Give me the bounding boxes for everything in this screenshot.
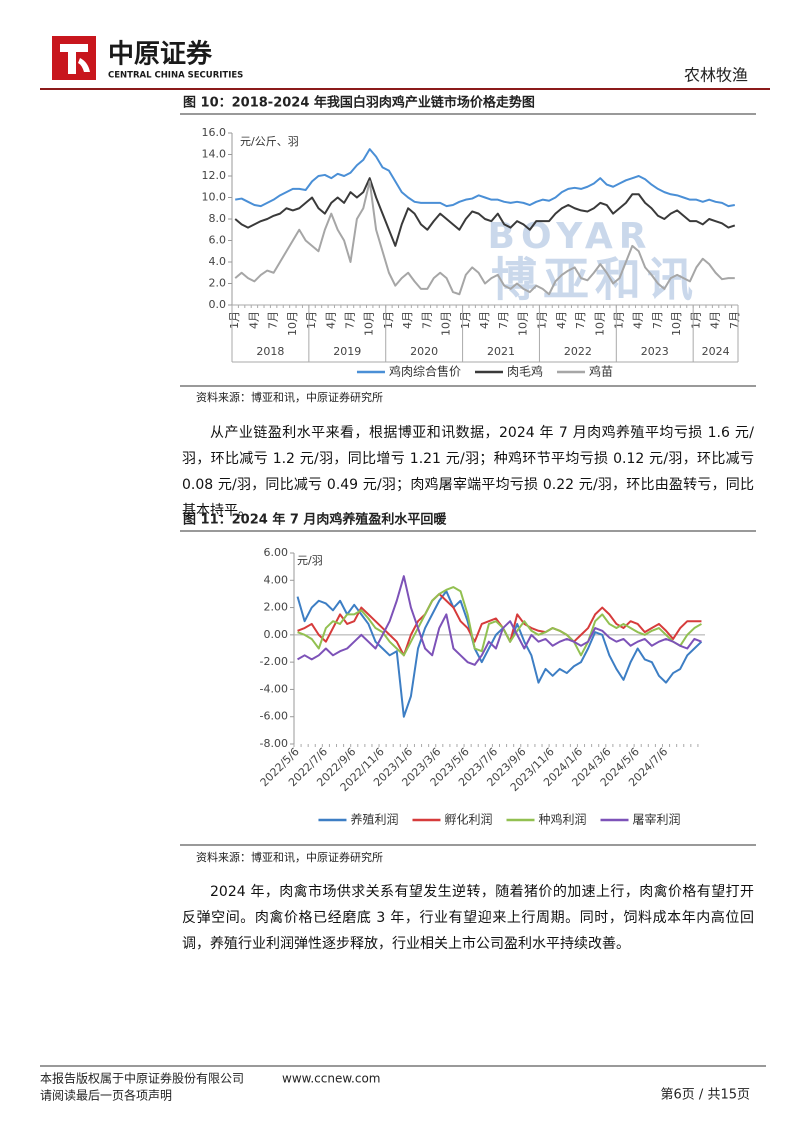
- x-group-label: 2023: [641, 345, 669, 358]
- legend-label: 鸡肉综合售价: [389, 364, 461, 379]
- y-tick-label: 6.00: [264, 546, 289, 559]
- y-tick-label: -4.00: [260, 682, 288, 695]
- y-tick-label: -2.00: [260, 655, 288, 668]
- legend-item: 养殖利润: [318, 812, 398, 827]
- series-line: [234, 177, 736, 247]
- x-tick-label: 7月: [497, 311, 510, 329]
- x-tick-label: 4月: [401, 311, 414, 329]
- logo-icon: [52, 36, 96, 80]
- footer-website: www.ccnew.com: [282, 1072, 381, 1086]
- series-line: [297, 586, 702, 657]
- x-tick-label: 1月: [382, 311, 395, 329]
- x-tick-label: 4月: [247, 311, 260, 329]
- logo-name: 中原证券: [108, 40, 213, 70]
- unit-label: 元/羽: [297, 554, 323, 567]
- y-tick-label: 12.0: [202, 169, 227, 182]
- y-tick-label: -8.00: [260, 737, 288, 750]
- x-tick-label: 4月: [555, 311, 568, 329]
- y-tick-label: 10.0: [202, 191, 227, 204]
- x-tick-label: 10月: [593, 311, 606, 336]
- paragraph: 2024 年，肉禽市场供求关系有望发生逆转，随着猪价的加速上行，肉禽价格有望打开…: [182, 884, 754, 952]
- x-group-label: 2018: [256, 345, 284, 358]
- legend-label: 肉毛鸡: [507, 364, 543, 379]
- logo-subtitle: CENTRAL CHINA SECURITIES: [108, 71, 243, 81]
- legend-label: 屠宰利润: [633, 812, 681, 827]
- y-tick-label: 2.00: [264, 601, 289, 614]
- y-tick-label: 16.0: [202, 126, 227, 139]
- footer-copyright: 本报告版权属于中原证券股份有限公司: [40, 1071, 244, 1086]
- y-tick-label: 4.00: [264, 573, 289, 586]
- x-group-label: 2022: [564, 345, 592, 358]
- x-group-label: 2024: [702, 345, 730, 358]
- x-tick-label: 10月: [516, 311, 529, 336]
- series-line: [234, 180, 735, 296]
- series-line: [297, 575, 702, 666]
- y-tick-label: -6.00: [260, 710, 288, 723]
- x-tick-label: 7月: [343, 311, 356, 329]
- x-tick-label: 1月: [459, 311, 472, 329]
- legend-item: 屠宰利润: [600, 812, 681, 827]
- x-group-label: 2019: [333, 345, 361, 358]
- legend-label: 孵化利润: [444, 813, 492, 827]
- legend-item: 鸡肉综合售价: [356, 364, 461, 379]
- section-name: 农林牧渔: [684, 66, 748, 85]
- figure-title: 图 10：2018-2024 年我国白羽肉鸡产业链市场价格走势图: [183, 95, 535, 111]
- x-tick-label: 10月: [670, 311, 683, 336]
- x-tick-label: 7月: [420, 311, 433, 329]
- y-tick-label: 14.0: [202, 148, 227, 161]
- figure-source: 资料来源：博亚和讯，中原证券研究所: [196, 850, 383, 864]
- watermark: 博亚和讯: [491, 253, 699, 307]
- y-tick-label: 2.0: [209, 277, 227, 290]
- x-tick-label: 10月: [440, 311, 453, 336]
- legend: 鸡肉综合售价 肉毛鸡 鸡苗: [356, 364, 613, 379]
- x-tick-label: 4月: [709, 311, 722, 329]
- x-tick-label: 4月: [632, 311, 645, 329]
- y-tick-label: 8.0: [209, 212, 227, 225]
- y-tick-label: 0.00: [264, 628, 289, 641]
- legend: 养殖利润 孵化利润 种鸡利润 屠宰利润: [318, 812, 681, 827]
- legend-item: 鸡苗: [557, 364, 613, 379]
- y-tick-label: 6.0: [209, 234, 227, 247]
- figure-source: 资料来源：博亚和讯，中原证券研究所: [196, 390, 383, 404]
- legend-item: 种鸡利润: [506, 812, 587, 827]
- x-tick-label: 1月: [689, 311, 702, 329]
- paragraph: 从产业链盈利水平来看，根据博亚和讯数据，2024 年 7 月肉鸡养殖平均亏损 1…: [182, 425, 754, 519]
- x-tick-label: 1月: [613, 311, 626, 329]
- y-tick-label: 4.0: [209, 255, 227, 268]
- legend-item: 肉毛鸡: [474, 364, 543, 379]
- footer-page: 第6页 / 共15页: [661, 1088, 750, 1103]
- y-tick-label: 0.0: [209, 298, 227, 311]
- watermark: BOYAR: [488, 216, 653, 257]
- unit-label: 元/公斤、羽: [240, 135, 299, 148]
- x-tick-label: 10月: [363, 311, 376, 336]
- footer-notice: 请阅读最后一页各项声明: [40, 1088, 172, 1103]
- x-tick-label: 7月: [267, 311, 280, 329]
- figure-title: 图 11：2024 年 7 月肉鸡养殖盈利水平回暖: [183, 512, 447, 528]
- x-tick-label: 1月: [305, 311, 318, 329]
- x-group-label: 2021: [487, 345, 515, 358]
- legend-label: 鸡苗: [589, 364, 613, 379]
- legend-item: 孵化利润: [412, 813, 493, 827]
- x-tick-label: 7月: [574, 311, 587, 329]
- legend-label: 种鸡利润: [539, 812, 587, 827]
- x-tick-label: 10月: [286, 311, 299, 336]
- x-tick-label: 4月: [324, 311, 337, 329]
- x-tick-label: 1月: [536, 311, 549, 329]
- series-line: [235, 148, 735, 208]
- legend-label: 养殖利润: [350, 812, 398, 827]
- x-tick-label: 4月: [478, 311, 491, 329]
- x-tick-label: 1月: [228, 311, 241, 329]
- series-line: [296, 590, 703, 718]
- x-group-label: 2020: [410, 345, 438, 358]
- x-tick-label: 7月: [728, 311, 741, 329]
- x-tick-label: 7月: [651, 311, 664, 329]
